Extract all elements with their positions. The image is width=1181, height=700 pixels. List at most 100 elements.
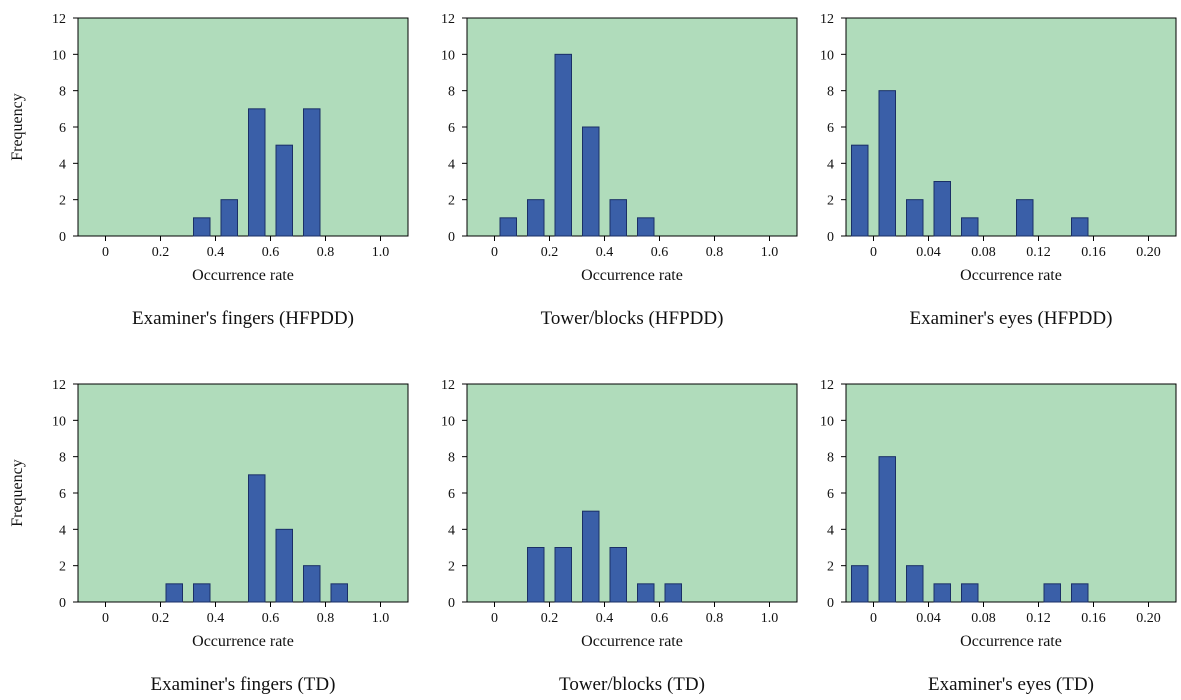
x-tick-label: 0.8 [706, 611, 724, 626]
y-tick-label: 6 [59, 121, 66, 136]
y-tick-label: 2 [59, 194, 66, 209]
y-tick-label: 8 [448, 85, 455, 100]
bar [609, 199, 627, 237]
x-tick-label: 0 [102, 611, 109, 626]
chart-panel-6: 0 2 4 6 8 10 12 0 0.04 0.08 0.12 0.16 0.20 Occurrence… [820, 378, 1177, 695]
bar [933, 583, 951, 603]
bar [906, 565, 924, 603]
x-tick-label: 0.12 [1026, 245, 1051, 260]
bar [248, 108, 266, 237]
bar [1071, 583, 1089, 603]
y-tick-label: 2 [827, 560, 834, 575]
y-tick-label: 0 [59, 230, 66, 245]
y-tick-label: 10 [52, 48, 66, 63]
x-tick-label: 0.8 [706, 245, 724, 260]
y-tick-label: 8 [448, 451, 455, 466]
chart-caption: Examiner's fingers (HFPDD) [132, 308, 354, 329]
x-axis-title: Occurrence rate [581, 267, 683, 284]
x-tick-label: 0.12 [1026, 611, 1051, 626]
plot-area [77, 383, 409, 603]
x-tick-label: 0.4 [207, 245, 225, 260]
x-tick-label: 0 [102, 245, 109, 260]
bar [851, 144, 869, 237]
y-tick-label: 12 [820, 378, 834, 393]
x-tick-label: 0.04 [916, 611, 941, 626]
y-axis-title: Frequency [9, 93, 26, 161]
x-tick-label: 0.08 [971, 611, 996, 626]
x-tick-label: 0.2 [152, 245, 170, 260]
y-tick-label: 8 [59, 451, 66, 466]
chart-panel-3: 0 2 4 6 8 10 12 0 0.04 0.08 0.12 0.16 0.20 Occurrence… [820, 12, 1177, 329]
chart-caption: Tower/blocks (HFPDD) [541, 308, 724, 329]
y-tick-label: 2 [59, 560, 66, 575]
bar [933, 181, 951, 237]
y-tick-label: 2 [448, 560, 455, 575]
x-tick-label: 0 [870, 245, 877, 260]
y-tick-label: 12 [441, 12, 455, 27]
chart-panel-5: 0 2 4 6 8 10 12 0 0.2 0.4 0.6 0.8 1.0 Occurrence rate… [441, 378, 798, 695]
bar [637, 583, 655, 603]
y-tick-label: 4 [827, 523, 834, 538]
x-tick-label: 1.0 [372, 611, 390, 626]
y-tick-label: 0 [448, 230, 455, 245]
y-tick-label: 0 [827, 230, 834, 245]
bar [527, 199, 545, 237]
bar [275, 144, 293, 237]
y-tick-label: 12 [52, 12, 66, 27]
x-tick-label: 0.6 [651, 611, 669, 626]
chart-caption: Examiner's eyes (HFPDD) [910, 308, 1113, 329]
bar [330, 583, 348, 603]
y-tick-label: 10 [820, 414, 834, 429]
y-tick-label: 10 [52, 414, 66, 429]
y-tick-label: 4 [59, 523, 66, 538]
x-tick-label: 0.2 [152, 611, 170, 626]
y-tick-label: 6 [827, 121, 834, 136]
y-tick-label: 6 [448, 121, 455, 136]
y-tick-label: 10 [441, 414, 455, 429]
y-tick-label: 2 [827, 194, 834, 209]
plot-area [845, 17, 1177, 237]
x-tick-label: 0.2 [541, 611, 559, 626]
x-tick-label: 0.6 [262, 245, 280, 260]
x-tick-label: 0.4 [207, 611, 225, 626]
x-axis-title: Occurrence rate [960, 633, 1062, 650]
chart-panel-4: 0 2 4 6 8 10 12 0 0.2 0.4 0.6 0.8 1.0 Occurrence rate… [9, 378, 409, 695]
x-tick-label: 0.16 [1081, 245, 1106, 260]
x-tick-label: 0.08 [971, 245, 996, 260]
y-tick-label: 12 [52, 378, 66, 393]
plot-area [466, 383, 798, 603]
y-tick-label: 4 [59, 157, 66, 172]
y-axis-title: Frequency [9, 459, 26, 527]
bar [664, 583, 682, 603]
bar [527, 547, 545, 603]
y-tick-label: 6 [827, 487, 834, 502]
x-tick-label: 1.0 [372, 245, 390, 260]
x-tick-label: 0.4 [596, 611, 614, 626]
bar [165, 583, 183, 603]
bar [220, 199, 238, 237]
y-tick-label: 0 [448, 596, 455, 611]
bar [851, 565, 869, 603]
x-axis-title: Occurrence rate [960, 267, 1062, 284]
y-tick-label: 12 [441, 378, 455, 393]
bar [303, 108, 321, 237]
y-tick-label: 10 [820, 48, 834, 63]
bar [878, 456, 896, 603]
bar [193, 217, 211, 237]
y-tick-label: 10 [441, 48, 455, 63]
y-tick-label: 6 [59, 487, 66, 502]
x-tick-label: 0 [870, 611, 877, 626]
x-tick-label: 1.0 [761, 611, 779, 626]
x-tick-label: 0.4 [596, 245, 614, 260]
bar [554, 547, 572, 603]
bar [499, 217, 517, 237]
x-tick-label: 0 [491, 245, 498, 260]
bar [554, 53, 572, 237]
x-tick-label: 0.16 [1081, 611, 1106, 626]
bar [248, 474, 266, 603]
bar [906, 199, 924, 237]
x-tick-label: 0.8 [317, 611, 335, 626]
bar [609, 547, 627, 603]
x-tick-label: 0.6 [262, 611, 280, 626]
x-tick-label: 0.6 [651, 245, 669, 260]
